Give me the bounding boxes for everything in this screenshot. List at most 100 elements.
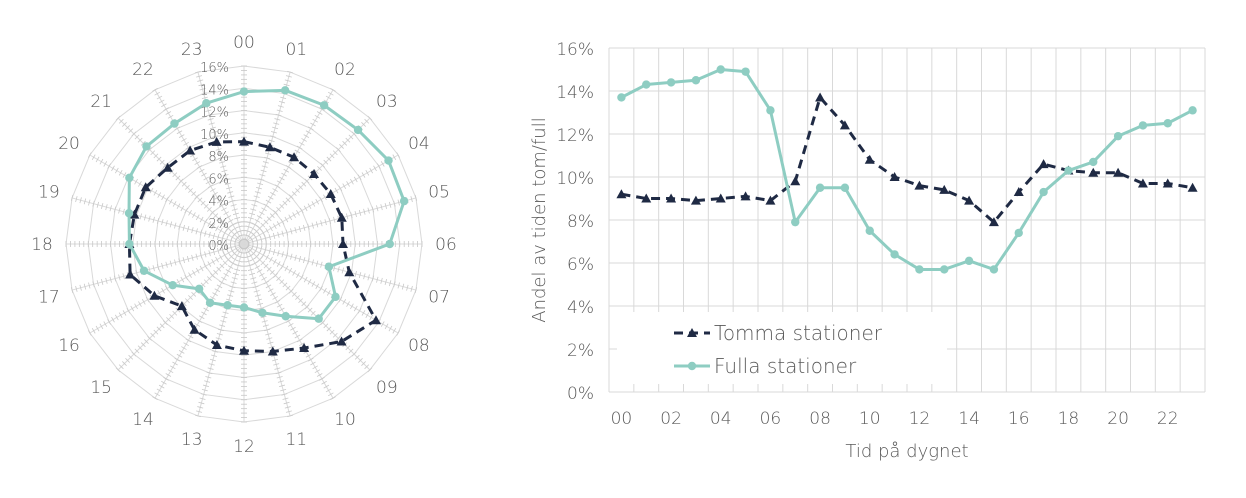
- radar-spoke-tick: [252, 222, 258, 227]
- radar-spoke-tick: [162, 162, 168, 168]
- radar-spoke-tick: [199, 397, 206, 400]
- radar-spoke-tick: [329, 329, 335, 335]
- marker-empty: [839, 120, 850, 130]
- radar-spoke-tick: [319, 196, 323, 203]
- radar-spoke-tick: [225, 257, 231, 263]
- radar-spoke-tick: [361, 122, 366, 127]
- radar-spoke-tick: [393, 200, 396, 207]
- radar-spoke-tick: [310, 310, 316, 316]
- radar-spoke-tick: [263, 219, 269, 225]
- radar-spoke-tick: [392, 327, 397, 334]
- radar-spoke-tick: [181, 301, 187, 307]
- radar-spoke-tick: [221, 169, 228, 173]
- radar-spoke-tick: [313, 169, 319, 175]
- radar-spoke-tick: [249, 272, 256, 276]
- radar-spoke-tick: [203, 307, 209, 312]
- radar-marker-full: [319, 101, 329, 110]
- radar-spoke-tick: [345, 137, 351, 143]
- radar-spoke-tick: [276, 109, 283, 112]
- radar-spoke-tick: [231, 208, 238, 211]
- radar-spoke-tick: [161, 194, 165, 201]
- radar-spoke-tick: [337, 266, 340, 273]
- radar-spoke-tick: [203, 176, 209, 181]
- radar-spoke-tick: [246, 221, 253, 224]
- radar-spoke-tick: [202, 384, 209, 388]
- radar-spoke-tick: [88, 282, 91, 289]
- radar-spoke-tick: [219, 219, 225, 225]
- radar-spoke-tick: [320, 261, 323, 268]
- radar-spoke-tick: [353, 176, 358, 183]
- radar-spoke-tick: [215, 225, 219, 232]
- marker-full: [815, 183, 825, 192]
- marker-full: [1089, 157, 1098, 167]
- radar-spoke-tick: [199, 216, 204, 223]
- radar-spoke-tick: [192, 212, 196, 218]
- marker-empty: [815, 92, 826, 102]
- radar-spoke-tick: [235, 264, 242, 267]
- radar-spoke-tick: [220, 165, 227, 168]
- radar-spoke-tick: [79, 197, 82, 204]
- radar-spoke-tick: [203, 263, 208, 270]
- radar-spoke-tick: [207, 184, 214, 189]
- radar-spoke-tick: [272, 358, 279, 362]
- x-tick-label: 08: [809, 409, 831, 429]
- radar-spoke-tick: [296, 210, 300, 216]
- radar-spoke-tick: [145, 296, 150, 303]
- radar-spoke-tick: [180, 205, 185, 212]
- radar-spoke-tick: [255, 298, 262, 302]
- radar-spoke-tick: [125, 358, 130, 363]
- y-tick-label: 4%: [567, 298, 594, 318]
- radar-spoke-tick: [254, 294, 261, 297]
- y-tick-label: 10%: [556, 169, 594, 189]
- radar-marker-empty: [344, 267, 355, 277]
- radar-spoke-tick: [327, 392, 334, 397]
- radar-spoke-tick: [380, 321, 385, 327]
- radar-spoke-tick: [342, 140, 348, 146]
- radar-spoke-tick: [226, 186, 233, 190]
- radar-spoke-tick: [346, 301, 350, 307]
- radar-spoke-tick: [274, 299, 281, 304]
- radar-spoke-tick: [198, 401, 205, 405]
- marker-full: [1014, 228, 1023, 238]
- radar-spoke-tick: [216, 216, 222, 222]
- radar-spoke-tick: [281, 393, 288, 396]
- radar-spoke-tick: [206, 276, 212, 282]
- radar-spoke-tick: [178, 223, 181, 230]
- radar-spoke-tick: [118, 170, 123, 176]
- y-axis-title: Andel av tiden tom/full: [529, 117, 550, 322]
- radar-category-label: 01: [285, 40, 307, 60]
- radar-spoke-tick: [209, 126, 216, 130]
- radar-spoke-tick: [154, 91, 161, 96]
- radar-spoke-tick: [165, 285, 169, 292]
- radar-spoke-tick: [367, 207, 370, 214]
- radar-category-label: 23: [181, 40, 203, 60]
- radar-spoke-tick: [217, 234, 220, 241]
- radar-spoke-tick: [183, 141, 189, 146]
- marker-empty: [1113, 167, 1124, 177]
- radar-spoke-tick: [178, 258, 181, 265]
- radar-spoke-tick: [99, 323, 104, 330]
- radar-r-tick-label: 0%: [208, 239, 229, 254]
- radar-spoke-tick: [217, 328, 224, 332]
- radar-spoke-tick: [114, 314, 119, 321]
- radar-spoke-tick: [161, 287, 165, 294]
- radar-marker-full: [139, 266, 149, 275]
- radar-spoke-tick: [152, 265, 155, 272]
- radar-spoke-tick: [265, 254, 269, 261]
- radar-spoke-tick: [230, 222, 236, 227]
- radar-r-tick-label: 4%: [208, 195, 229, 210]
- radar-spoke-tick: [273, 122, 280, 125]
- radar-spoke-tick: [342, 299, 347, 305]
- x-tick-label: 16: [1008, 409, 1030, 429]
- radar-spoke-tick: [288, 288, 294, 294]
- radar-spoke-tick: [152, 88, 158, 92]
- radar-spoke-tick: [296, 338, 303, 343]
- radar-spoke-tick: [210, 188, 216, 192]
- marker-empty: [1162, 178, 1173, 188]
- radar-spoke-tick: [176, 353, 183, 358]
- radar-marker-empty: [370, 315, 381, 325]
- marker-empty: [889, 172, 900, 181]
- radar-spoke-tick: [99, 158, 104, 165]
- radar-spoke-tick: [212, 249, 216, 256]
- radar-spoke-tick: [134, 303, 138, 310]
